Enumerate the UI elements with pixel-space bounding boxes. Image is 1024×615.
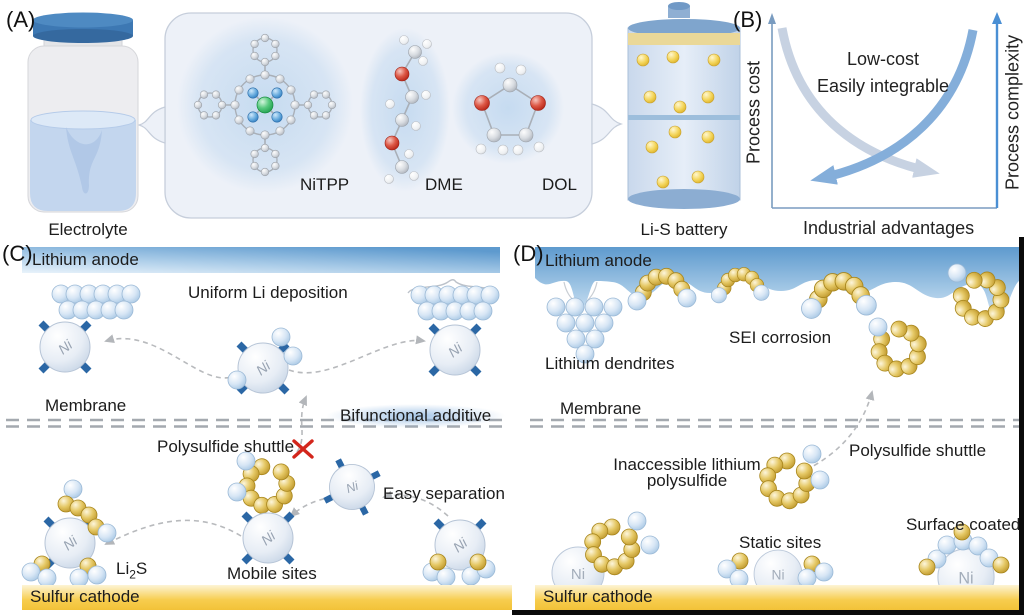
static-sites-label: Static sites — [739, 533, 822, 552]
anode-bar-d-corroded — [535, 247, 1021, 316]
cathode-bar-d — [535, 585, 1022, 610]
anode-label-d: Lithium anode — [545, 251, 652, 270]
surface-coated-label: Surface coated — [906, 515, 1021, 534]
battery-label: Li-S battery — [640, 220, 728, 239]
anode-bar-c — [22, 247, 500, 273]
figure-crop-border-right — [1019, 237, 1024, 615]
membrane-label-c: Membrane — [45, 396, 127, 415]
blocked-x-icon — [292, 439, 314, 459]
ni-site — [243, 513, 293, 563]
uniform-deposition-label: Uniform Li deposition — [188, 283, 348, 302]
sei-corrosion-label: SEI corrosion — [729, 328, 832, 347]
easily-integrable-note: Easily integrable — [816, 76, 950, 96]
membrane-label-d: Membrane — [560, 399, 642, 418]
ni-site — [238, 343, 288, 393]
x-axis-label: Industrial advantages — [803, 218, 975, 238]
nitpp-label: NiTPP — [300, 175, 350, 194]
cost-curve — [810, 29, 978, 185]
battery-gold-band — [628, 33, 740, 45]
li-deposit-cluster — [411, 286, 499, 320]
lithium-dendrites-label: Lithium dendrites — [545, 354, 675, 373]
low-cost-note: Low-cost — [846, 49, 920, 69]
bifunctional-additive-label: Bifunctional additive — [326, 404, 506, 428]
nickel-center-atom — [256, 96, 274, 114]
dme-molecule — [360, 28, 450, 192]
shuttle-arrow-d — [805, 390, 875, 471]
vortex-swirl — [66, 127, 102, 194]
inaccessible-polysulfide-label: Inaccessible lithium polysulfide — [613, 455, 761, 490]
electrolyte-jar — [27, 12, 139, 213]
anode-label-c: Lithium anode — [32, 250, 139, 269]
figure-crop-border-bottom — [512, 610, 1024, 615]
dme-label: DME — [425, 175, 463, 194]
ni-site — [40, 322, 90, 372]
ni-site — [324, 459, 381, 516]
panel-c-tag: (C) — [2, 241, 33, 266]
nitpp-molecule — [177, 17, 353, 193]
easy-separation-label: Easy separation — [383, 484, 505, 503]
cathode-label-d: Sulfur cathode — [543, 587, 653, 606]
chart-axes — [768, 12, 1002, 209]
panel-c-art — [6, 247, 512, 610]
ni-site — [430, 325, 480, 375]
electrolyte-label: Electrolyte — [48, 220, 128, 239]
panel-d-art — [530, 247, 1022, 610]
concept-chart — [768, 12, 1002, 209]
cathode-label-c: Sulfur cathode — [30, 587, 140, 606]
panel-d-tag: (D) — [513, 241, 544, 266]
polysulfide-shuttle-label-d: Polysulfide shuttle — [849, 441, 987, 460]
panel-a-tag: (A) — [6, 7, 36, 32]
cathode-bar-c — [22, 585, 512, 610]
li-deposit-cluster — [52, 285, 140, 319]
y-axis-right-label: Process complexity — [1002, 34, 1023, 190]
complexity-curve — [777, 27, 940, 178]
dol-label: DOL — [542, 175, 577, 194]
li2s-label: Li2S — [116, 559, 148, 582]
polysulfide-shuttle-label-c: Polysulfide shuttle — [157, 437, 295, 456]
mobile-sites-label: Mobile sites — [227, 564, 317, 583]
dol-molecule — [452, 52, 564, 164]
battery-illustration — [627, 2, 741, 209]
y-axis-left-label: Process cost — [743, 60, 764, 164]
panel-b-tag: (B) — [733, 7, 763, 32]
